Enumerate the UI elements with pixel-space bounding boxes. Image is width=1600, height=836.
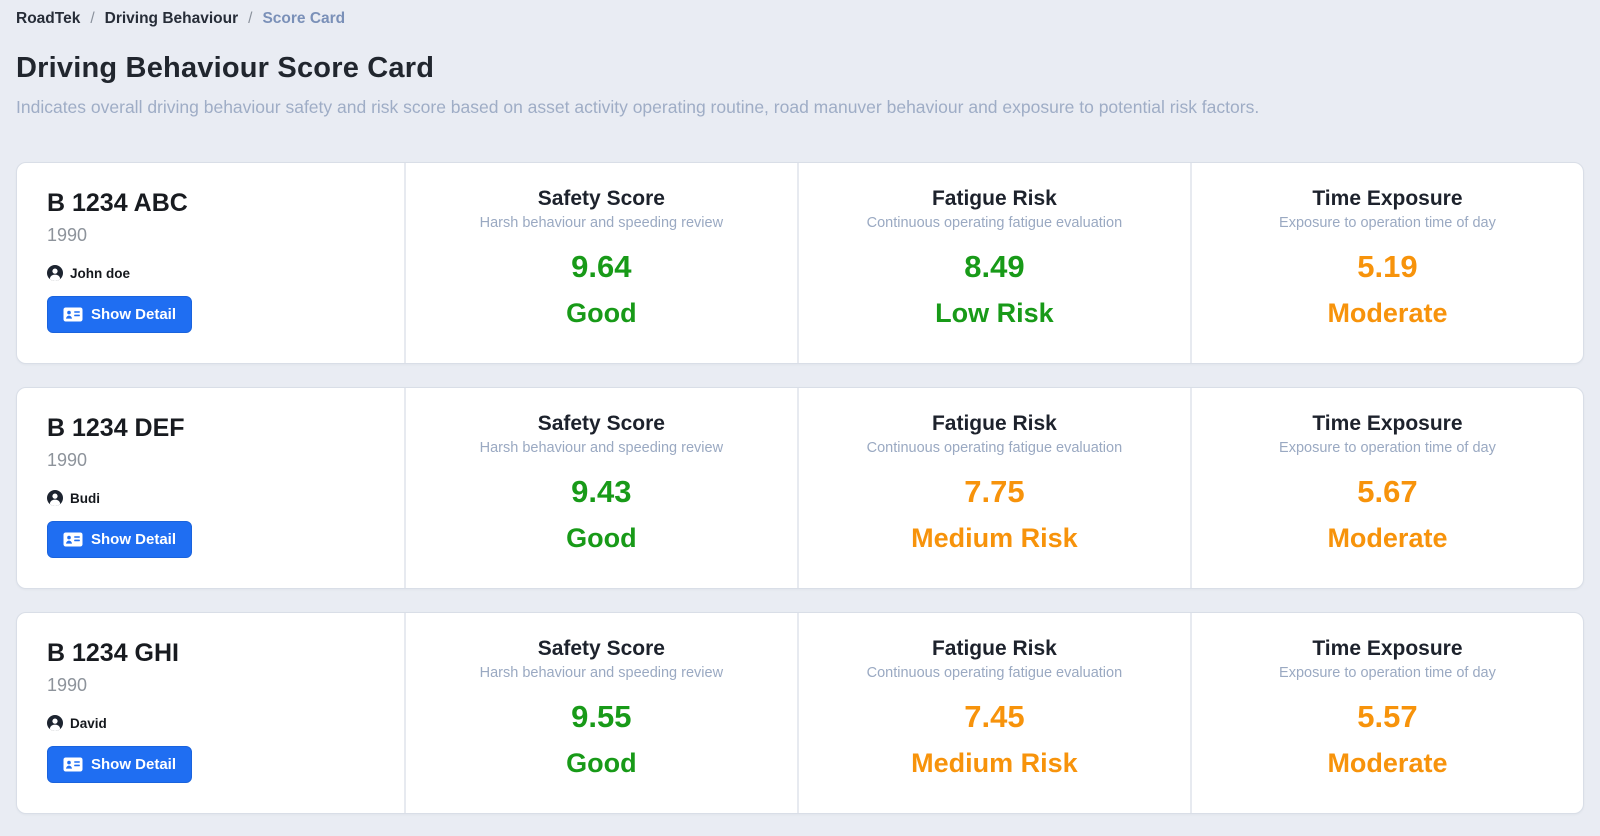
breadcrumb: RoadTek / Driving Behaviour / Score Card [16,8,1584,28]
breadcrumb-separator: / [248,10,253,27]
show-detail-button[interactable]: Show Detail [47,521,193,558]
metric-title: Safety Score [537,637,665,660]
metric-subtitle: Continuous operating fatigue evaluation [866,215,1123,231]
metric-subtitle: Exposure to operation time of day [1279,665,1496,681]
metric-safety-score: Safety Score Harsh behaviour and speedin… [403,163,797,363]
breadcrumb-driving-behaviour[interactable]: Driving Behaviour [104,10,239,27]
metric-value: 9.64 [571,249,632,284]
metric-rating: Good [566,523,637,553]
metric-value: 8.49 [964,249,1025,284]
metric-title: Time Exposure [1312,637,1463,660]
driver-row: David [47,715,380,731]
show-detail-label: Show Detail [91,306,177,323]
metric-rating: Low Risk [935,298,1054,328]
score-card-row: B 1234 GHI 1990 David Show Detail Safety… [16,612,1584,814]
metric-fatigue-risk: Fatigue Risk Continuous operating fatigu… [796,613,1190,813]
vehicle-year: 1990 [47,675,88,695]
page-title: Driving Behaviour Score Card [16,52,435,84]
metric-title: Fatigue Risk [931,637,1057,660]
metric-fatigue-risk: Fatigue Risk Continuous operating fatigu… [796,163,1190,363]
driver-row: John doe [47,265,380,281]
breadcrumb-roadtek[interactable]: RoadTek [16,10,81,27]
show-detail-label: Show Detail [91,531,177,548]
metric-value: 9.55 [571,699,632,734]
metric-rating: Medium Risk [911,523,1078,553]
metric-value: 5.67 [1357,474,1418,509]
metric-subtitle: Harsh behaviour and speeding review [479,215,724,231]
driver-name: David [70,715,107,731]
breadcrumb-separator: / [90,10,95,27]
id-card-icon [63,532,83,547]
id-card-icon [63,757,83,772]
vehicle-plate: B 1234 ABC [47,189,188,217]
metric-subtitle: Harsh behaviour and speeding review [479,440,724,456]
metric-time-exposure: Time Exposure Exposure to operation time… [1189,163,1583,363]
metric-rating: Good [566,748,637,778]
metric-title: Fatigue Risk [931,187,1057,210]
show-detail-button[interactable]: Show Detail [47,746,193,783]
vehicle-plate: B 1234 DEF [47,414,185,442]
person-circle-icon [47,490,63,506]
metric-rating: Moderate [1327,298,1448,328]
page-subtitle: Indicates overall driving behaviour safe… [16,97,1260,117]
metric-subtitle: Harsh behaviour and speeding review [479,665,724,681]
vehicle-info-panel: B 1234 DEF 1990 Budi Show Detail [17,388,404,588]
metric-title: Safety Score [537,187,665,210]
metric-rating: Medium Risk [911,748,1078,778]
metric-value: 7.45 [964,699,1025,734]
metric-subtitle: Continuous operating fatigue evaluation [866,665,1123,681]
metric-value: 7.75 [964,474,1025,509]
vehicle-info-panel: B 1234 ABC 1990 John doe Show Detail [17,163,404,363]
vehicle-plate: B 1234 GHI [47,639,180,667]
metric-title: Time Exposure [1312,412,1463,435]
show-detail-label: Show Detail [91,756,177,773]
driver-name: John doe [70,265,130,281]
score-card-row: B 1234 DEF 1990 Budi Show Detail Safety … [16,387,1584,589]
metric-time-exposure: Time Exposure Exposure to operation time… [1189,388,1583,588]
metric-rating: Good [566,298,637,328]
metric-subtitle: Continuous operating fatigue evaluation [866,440,1123,456]
metric-title: Safety Score [537,412,665,435]
show-detail-button[interactable]: Show Detail [47,296,193,333]
person-circle-icon [47,715,63,731]
id-card-icon [63,307,83,322]
metric-title: Time Exposure [1312,187,1463,210]
metric-value: 5.19 [1357,249,1418,284]
person-circle-icon [47,265,63,281]
metric-fatigue-risk: Fatigue Risk Continuous operating fatigu… [796,388,1190,588]
driver-name: Budi [70,490,100,506]
metric-subtitle: Exposure to operation time of day [1279,440,1496,456]
metric-value: 9.43 [571,474,632,509]
metric-value: 5.57 [1357,699,1418,734]
vehicle-info-panel: B 1234 GHI 1990 David Show Detail [17,613,404,813]
breadcrumb-score-card: Score Card [262,10,346,27]
vehicle-year: 1990 [47,225,88,245]
metric-safety-score: Safety Score Harsh behaviour and speedin… [403,388,797,588]
metric-title: Fatigue Risk [931,412,1057,435]
score-card-row: B 1234 ABC 1990 John doe Show Detail Saf… [16,162,1584,364]
metric-rating: Moderate [1327,523,1448,553]
vehicle-year: 1990 [47,450,88,470]
metric-rating: Moderate [1327,748,1448,778]
score-card-list: B 1234 ABC 1990 John doe Show Detail Saf… [16,162,1584,814]
driver-row: Budi [47,490,380,506]
metric-subtitle: Exposure to operation time of day [1279,215,1496,231]
metric-time-exposure: Time Exposure Exposure to operation time… [1189,613,1583,813]
metric-safety-score: Safety Score Harsh behaviour and speedin… [403,613,797,813]
